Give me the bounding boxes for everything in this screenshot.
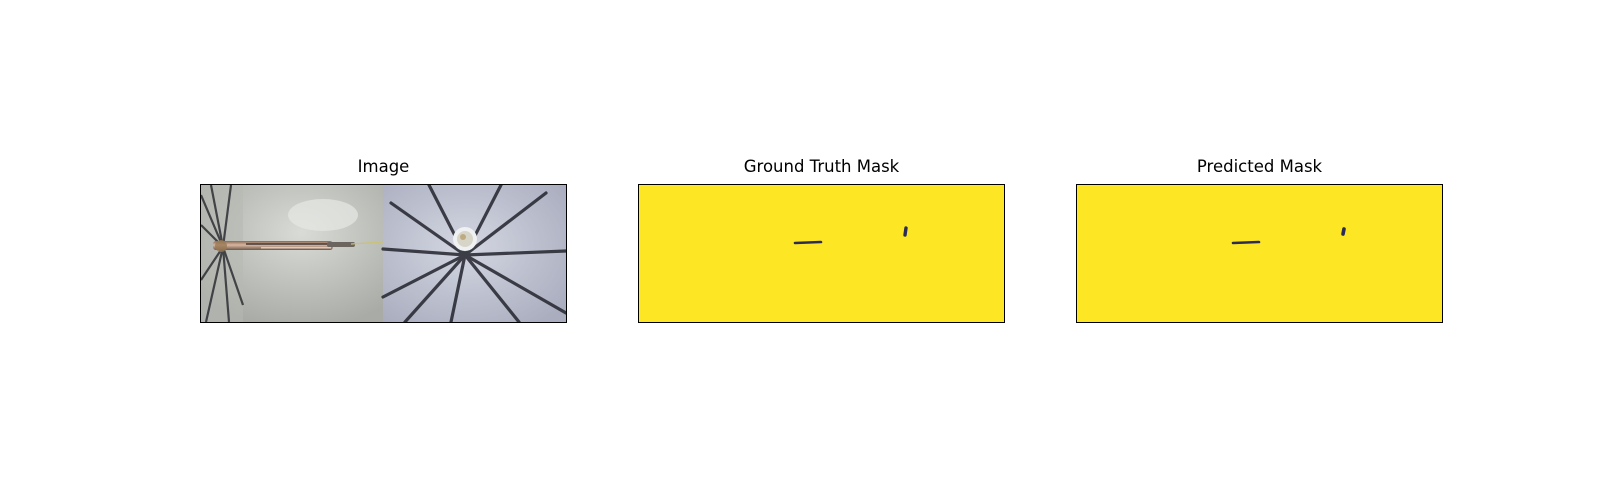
ground-truth-mask xyxy=(639,185,1004,322)
mask-background xyxy=(639,185,1004,322)
predicted-frame xyxy=(1076,184,1443,323)
image-frame xyxy=(200,184,567,323)
mask-background xyxy=(1077,185,1442,322)
mask-segment-line xyxy=(1233,242,1259,243)
predicted-panel: Predicted Mask xyxy=(1076,157,1443,323)
image-panel-title: Image xyxy=(200,157,567,184)
predicted-mask xyxy=(1077,185,1442,322)
ground-truth-frame xyxy=(638,184,1005,323)
ground-truth-panel: Ground Truth Mask xyxy=(638,157,1005,323)
photo-image xyxy=(201,185,566,322)
mask-segment-dot xyxy=(905,228,906,235)
predicted-panel-title: Predicted Mask xyxy=(1076,157,1443,184)
mask-segment-dot xyxy=(1343,229,1344,234)
image-panel: Image xyxy=(200,157,567,323)
mask-segment-line xyxy=(795,242,821,243)
ground-truth-panel-title: Ground Truth Mask xyxy=(638,157,1005,184)
